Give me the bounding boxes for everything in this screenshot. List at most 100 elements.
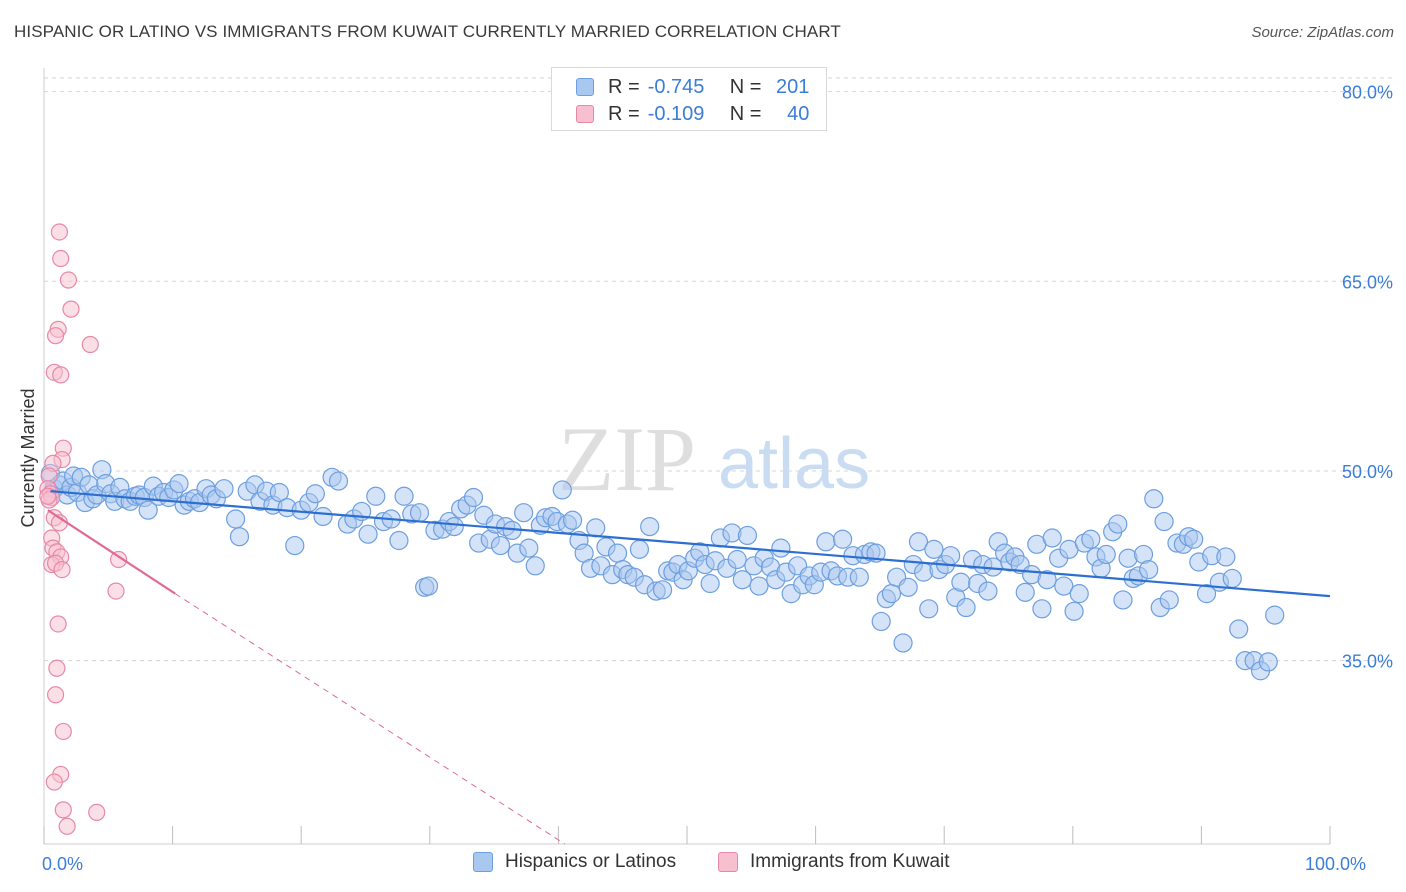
legend-r-value: -0.745 [647,75,705,98]
point-hispanics [552,480,572,500]
point-hispanics [700,573,720,594]
trend-line-kuwait [47,509,176,595]
point-hispanics [285,535,305,556]
point-kuwait [45,773,63,791]
point-hispanics [629,539,650,559]
stats-legend: R = -0.745 N = 201 R = -0.109 N = 40 [551,67,827,131]
legend-n-label: N = [729,75,762,98]
point-hispanics [898,577,918,597]
point-hispanics [313,506,333,527]
point-kuwait [54,801,72,819]
point-kuwait [109,550,128,569]
point-hispanics [1196,584,1217,604]
point-hispanics [1096,544,1116,565]
point-hispanics [924,539,944,559]
point-hispanics [956,597,976,618]
y-tick-label: 80.0% [1342,83,1393,103]
y-tick-label: 35.0% [1342,652,1393,672]
point-hispanics [1144,489,1164,509]
point-hispanics [490,535,511,556]
point-kuwait [50,223,69,241]
point-hispanics [463,487,484,508]
point-hispanics [409,503,430,523]
legend-n-label: N = [729,102,762,125]
point-kuwait [58,817,76,835]
point-hispanics [226,509,246,529]
point-hispanics [328,471,349,491]
point-hispanics [1113,590,1133,610]
point-hispanics [893,633,913,653]
point-hispanics [138,500,158,520]
point-hispanics [514,503,534,523]
legend-label-hispanics: Hispanics or Latinos [505,851,677,872]
point-hispanics [1042,528,1062,548]
point-hispanics [1154,511,1174,532]
point-hispanics [389,530,409,551]
point-hispanics [444,517,464,537]
point-hispanics [1064,601,1084,621]
point-hispanics [1139,559,1159,580]
point-kuwait [107,582,125,600]
legend-swatch-blue [473,852,493,872]
point-kuwait [54,722,72,741]
point-hispanics [586,518,606,538]
legend-row-kuwait: R = -0.109 N = 40 [576,102,809,126]
x-tick-label: 100.0% [1305,854,1366,874]
series-legend: Hispanics or Latinos Immigrants from Kuw… [0,851,1406,879]
point-hispanics [919,599,939,619]
point-hispanics [941,546,961,566]
legend-item-kuwait: Immigrants from Kuwait [718,851,950,873]
point-hispanics [1216,547,1236,567]
point-hispanics [816,532,836,552]
point-hispanics [749,576,769,596]
series-kuwait-points [39,223,128,835]
point-hispanics [519,538,539,558]
point-hispanics [951,572,971,592]
point-kuwait [46,686,65,704]
point-hispanics [849,567,869,587]
watermark: ZIP atlas [558,408,870,510]
point-hispanics [881,584,902,604]
x-tick-label: 0.0% [42,854,83,874]
point-hispanics [1159,590,1179,610]
chart-title: HISPANIC OR LATINO VS IMMIGRANTS FROM KU… [14,22,841,41]
legend-swatch-pink [576,105,594,123]
point-hispanics [640,517,660,537]
point-hispanics [737,525,758,546]
point-kuwait [48,659,66,677]
point-hispanics [394,486,414,506]
point-kuwait [81,335,99,354]
point-hispanics [1037,570,1057,590]
watermark-atlas: atlas [718,424,870,504]
point-hispanics [1108,514,1128,534]
point-hispanics [833,529,853,549]
point-hispanics [1032,599,1052,619]
point-hispanics [1258,652,1278,672]
point-hispanics [727,549,747,570]
trend-extension-kuwait [174,593,566,845]
point-hispanics [871,611,891,632]
legend-row-hispanics: R = -0.745 N = 201 [576,75,809,99]
point-kuwait [62,300,80,318]
source-label: Source: ZipAtlas.com [1251,24,1394,41]
point-hispanics [908,532,929,552]
point-hispanics [562,510,583,530]
point-hispanics [732,570,752,590]
point-hispanics [1054,576,1074,596]
point-hispanics [366,486,386,506]
legend-swatch-blue [576,78,594,96]
point-kuwait [59,271,78,289]
point-hispanics [214,479,234,499]
trend-line-hispanics [50,490,1331,598]
legend-swatch-pink [718,852,738,872]
legend-r-label: R = [608,75,640,98]
watermark-zip: ZIP [558,408,696,510]
point-hispanics [269,482,289,503]
legend-n-value: 201 [776,75,810,98]
point-kuwait [53,560,71,579]
legend-item-hispanics: Hispanics or Latinos [473,851,676,873]
point-hispanics [1184,529,1204,549]
y-axis-label: Currently Married [18,388,38,527]
legend-n-value: 40 [787,102,810,125]
